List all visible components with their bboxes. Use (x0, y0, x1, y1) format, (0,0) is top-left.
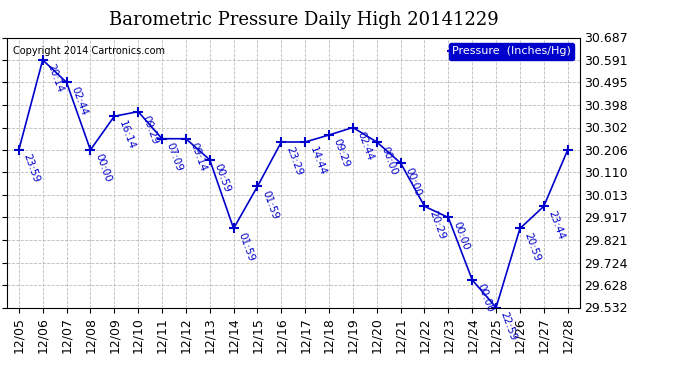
Pressure  (Inches/Hg) (110, 114, 119, 118)
Pressure  (Inches/Hg) (348, 125, 357, 130)
Legend: Pressure  (Inches/Hg): Pressure (Inches/Hg) (448, 43, 574, 60)
Pressure  (Inches/Hg) (62, 80, 70, 85)
Text: 09:29: 09:29 (141, 114, 161, 146)
Text: 22:59: 22:59 (499, 310, 519, 342)
Text: 02:44: 02:44 (69, 85, 89, 117)
Pressure  (Inches/Hg) (134, 110, 142, 114)
Pressure  (Inches/Hg) (301, 140, 309, 144)
Text: Copyright 2014 Cartronics.com: Copyright 2014 Cartronics.com (12, 46, 165, 56)
Text: 00:00: 00:00 (451, 220, 471, 252)
Pressure  (Inches/Hg) (158, 136, 166, 141)
Pressure  (Inches/Hg) (86, 148, 95, 152)
Text: 20:14: 20:14 (46, 63, 65, 94)
Pressure  (Inches/Hg) (14, 148, 23, 152)
Text: 23:44: 23:44 (546, 209, 566, 241)
Text: 23:29: 23:29 (284, 145, 304, 177)
Text: 23:59: 23:59 (21, 153, 41, 184)
Text: 16:14: 16:14 (117, 119, 137, 151)
Pressure  (Inches/Hg) (468, 278, 476, 282)
Pressure  (Inches/Hg) (253, 184, 262, 189)
Pressure  (Inches/Hg) (373, 140, 381, 144)
Text: 00:00: 00:00 (93, 153, 112, 184)
Pressure  (Inches/Hg) (230, 226, 238, 231)
Text: 14:44: 14:44 (308, 145, 328, 177)
Pressure  (Inches/Hg) (540, 204, 548, 209)
Text: 00:00: 00:00 (404, 166, 423, 197)
Pressure  (Inches/Hg) (325, 133, 333, 137)
Pressure  (Inches/Hg) (564, 148, 572, 152)
Text: 07:09: 07:09 (165, 141, 184, 173)
Pressure  (Inches/Hg) (516, 226, 524, 231)
Text: Barometric Pressure Daily High 20141229: Barometric Pressure Daily High 20141229 (109, 11, 498, 29)
Pressure  (Inches/Hg) (397, 161, 405, 165)
Pressure  (Inches/Hg) (206, 158, 214, 162)
Text: 00:59: 00:59 (213, 162, 232, 194)
Text: 09:14: 09:14 (188, 141, 208, 173)
Text: 01:59: 01:59 (237, 231, 256, 263)
Text: 20:29: 20:29 (427, 209, 447, 241)
Text: 00:00: 00:00 (475, 283, 495, 314)
Line: Pressure  (Inches/Hg): Pressure (Inches/Hg) (14, 55, 573, 312)
Pressure  (Inches/Hg) (444, 215, 453, 220)
Pressure  (Inches/Hg) (492, 305, 500, 310)
Text: 09:29: 09:29 (332, 138, 351, 170)
Text: 20:59: 20:59 (523, 231, 542, 263)
Text: 00:00: 00:00 (380, 145, 399, 176)
Pressure  (Inches/Hg) (181, 136, 190, 141)
Pressure  (Inches/Hg) (277, 140, 286, 144)
Pressure  (Inches/Hg) (420, 204, 428, 209)
Pressure  (Inches/Hg) (39, 58, 47, 62)
Text: 01:59: 01:59 (260, 189, 280, 221)
Text: 02:44: 02:44 (355, 130, 375, 162)
